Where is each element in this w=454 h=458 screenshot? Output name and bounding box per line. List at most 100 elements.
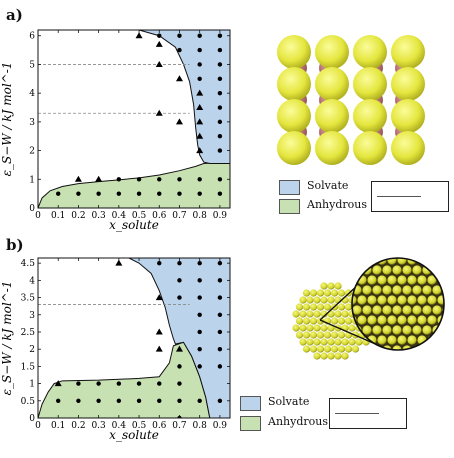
zoom-sphere (417, 295, 427, 305)
nanoparticle-sphere (330, 345, 339, 353)
dot-marker (76, 381, 81, 386)
dot-marker (177, 398, 182, 403)
nanoparticle-sphere (323, 289, 332, 297)
dot-marker (116, 398, 122, 403)
triangle-marker (155, 328, 163, 335)
y-tick-label: 4 (29, 276, 35, 286)
dot-marker (197, 260, 202, 266)
zoom-sphere (357, 258, 367, 265)
nanoparticle-sphere (320, 310, 328, 318)
x-tick-label: 0.9 (213, 211, 228, 221)
nanoparticle-sphere (295, 303, 304, 311)
dot-marker (197, 346, 202, 352)
x-tick-label: 0.2 (71, 211, 85, 221)
panel-b-label: b) (6, 236, 24, 254)
solute-sphere (277, 99, 311, 133)
zoom-sphere (352, 305, 362, 315)
nanoparticle-sphere (344, 345, 353, 353)
nanoparticle-sphere (309, 345, 318, 353)
solute-sphere (315, 35, 349, 69)
legend-swatch-solvate-b (240, 396, 261, 411)
zoom-sphere (372, 265, 382, 275)
solvate-region (138, 30, 230, 164)
zoom-sphere (362, 305, 372, 315)
triangle-marker (115, 259, 123, 266)
y-tick-label: 0 (29, 204, 35, 214)
dot-marker (217, 312, 223, 317)
legend-swatch-anhydrous-b (240, 416, 261, 431)
zoom-sphere (442, 325, 444, 335)
zoom-sphere (432, 285, 442, 295)
legend-swatch-anhydrous (279, 199, 300, 214)
plot-frame (37, 257, 231, 419)
zoom-sphere (432, 345, 442, 350)
zoom-sphere (382, 285, 392, 295)
y-axis-label: ε_S−W / kJ mol^-1 (0, 281, 14, 396)
nanoparticle-sphere (295, 317, 304, 325)
triangle-marker (155, 109, 163, 116)
zoom-sphere (397, 275, 407, 285)
zoom-sphere (387, 335, 397, 345)
x-axis-label: x_solute (109, 218, 159, 232)
dot-marker (217, 191, 223, 196)
triangle-marker (175, 75, 183, 82)
dot-marker (157, 33, 162, 38)
x-tick-label: 0.1 (51, 211, 65, 221)
dot-marker (217, 33, 223, 38)
nanoparticle-sphere (306, 310, 314, 318)
dot-marker (217, 398, 223, 403)
nanoparticle-sphere (302, 303, 311, 311)
dot-marker (197, 364, 202, 369)
x-axis-label: x_solute (109, 428, 159, 442)
nanoparticle-sphere (344, 303, 353, 311)
zoom-sphere (372, 285, 382, 295)
y-tick-label: 3.5 (21, 294, 36, 304)
dot-marker (217, 329, 223, 335)
x-tick-label: 0.8 (193, 211, 208, 221)
zoom-sphere (362, 285, 372, 295)
zoom-sphere (407, 315, 417, 325)
y-axis-label: ε_S−W / kJ mol^-1 (0, 62, 14, 177)
zoom-sphere (432, 265, 442, 275)
zoom-sphere (392, 305, 402, 315)
zoom-sphere (397, 315, 407, 325)
dot-marker (177, 364, 182, 369)
plot-frame (37, 29, 231, 209)
dot-marker (197, 329, 202, 335)
nanoparticle-sphere (348, 324, 356, 332)
nanoparticle-sphere (313, 338, 321, 346)
zoom-sphere (412, 325, 422, 335)
solute-sphere (391, 35, 425, 69)
dot-marker (116, 191, 122, 196)
zoom-sphere (417, 315, 427, 325)
solute-sphere (277, 67, 311, 101)
zoom-sphere (387, 275, 397, 285)
triangle-marker (155, 294, 163, 301)
zoom-sphere (422, 325, 432, 335)
zoom-sphere (377, 295, 387, 305)
dot-marker (217, 119, 223, 125)
y-tick-label: 1.5 (21, 362, 36, 372)
solute-sphere (391, 99, 425, 133)
nanoparticle-sphere (337, 331, 346, 339)
dot-marker (56, 191, 61, 196)
panel-a-label: a) (6, 6, 23, 24)
nanoparticle-sphere (316, 303, 325, 311)
dot-marker (136, 191, 142, 196)
ratio-fraction-rule (377, 196, 421, 197)
nanoparticle-sphere (309, 317, 318, 325)
zoom-sphere (352, 275, 357, 285)
zoom-sphere (357, 295, 367, 305)
triangle-marker (135, 32, 143, 39)
triangle-marker (196, 118, 204, 125)
dot-marker (217, 76, 223, 82)
dot-marker (177, 295, 182, 300)
dot-marker (116, 381, 122, 386)
nanoparticle-sphere (337, 289, 346, 297)
zoom-sphere (397, 335, 407, 345)
zoom-sphere (402, 285, 412, 295)
x-tick-label: 0 (35, 211, 41, 221)
nanoparticle-sphere (348, 338, 356, 346)
dot-marker (197, 278, 202, 283)
nanoparticle-sphere (320, 338, 328, 346)
